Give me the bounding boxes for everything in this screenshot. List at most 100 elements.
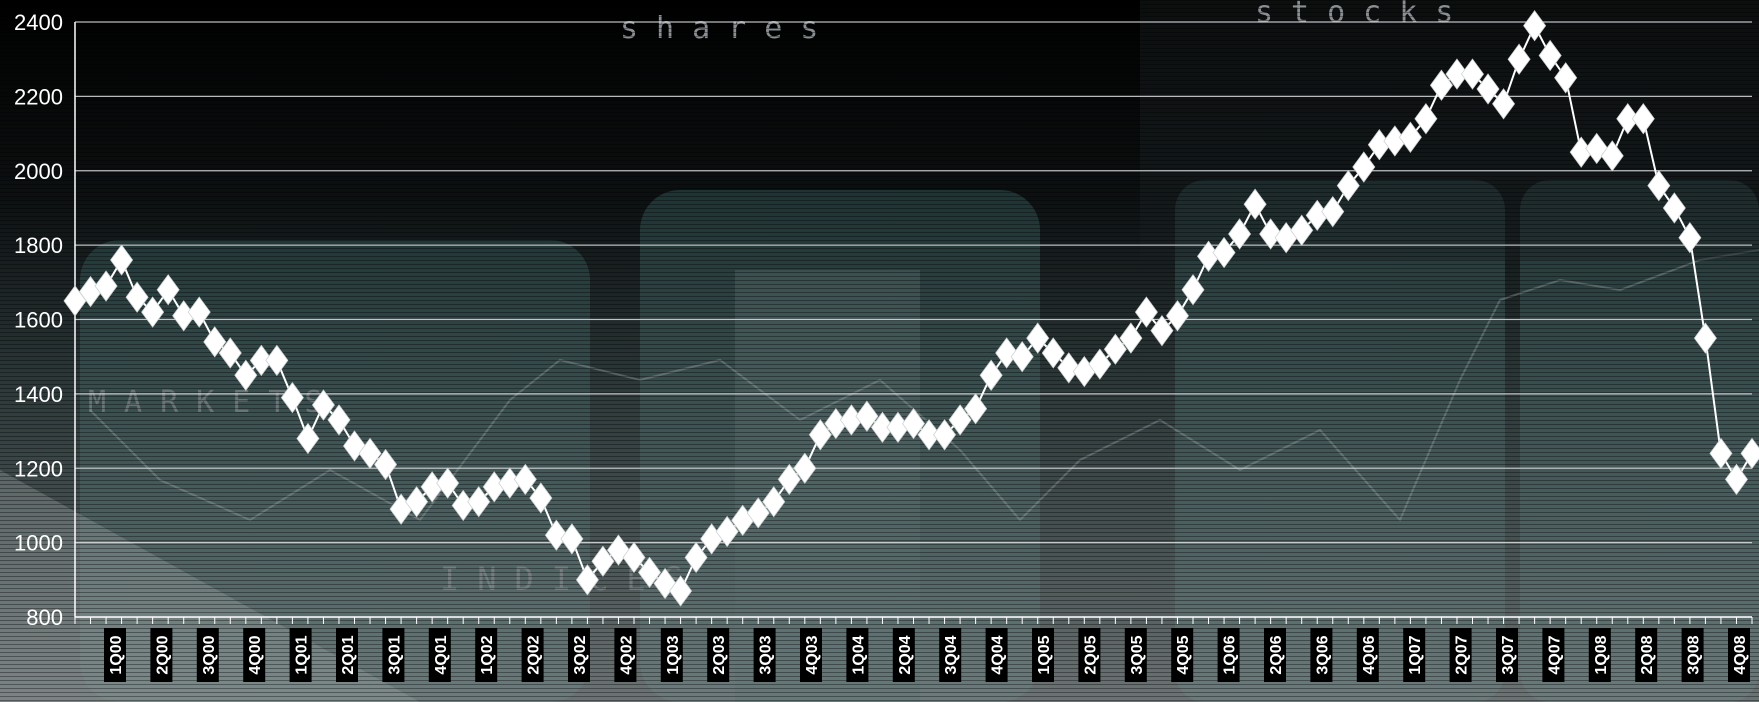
data-point-marker [1103, 333, 1127, 365]
x-tick-label-box [382, 628, 405, 682]
data-point-marker [234, 359, 258, 391]
x-tick-label-box [1542, 628, 1565, 682]
data-point-marker [575, 564, 599, 596]
data-point-marker [1693, 322, 1717, 354]
x-tick-label-box [475, 628, 498, 682]
data-point-marker [311, 389, 335, 421]
x-tick-label: 2Q08 [1639, 635, 1656, 674]
data-point-marker [544, 519, 568, 551]
x-tick-label-box [1217, 628, 1240, 682]
x-tick-label-group: 4Q07 [1542, 628, 1565, 682]
x-tick-label: 3Q02 [572, 635, 589, 674]
x-tick-label-group: 2Q04 [892, 628, 915, 682]
data-point-marker [1336, 169, 1360, 202]
y-axis-ticks: 800 1000 1200 1400 1600 1800 2000 2200 2400 [14, 10, 63, 630]
x-tick-label-group: 3Q08 [1681, 628, 1704, 682]
x-tick-label: 3Q00 [201, 635, 218, 674]
data-point-marker [141, 296, 165, 328]
data-point-marker [1321, 195, 1345, 228]
data-point-marker [948, 404, 972, 436]
x-tick-label-group: 1Q05 [1032, 628, 1054, 682]
x-tick-label-group: 2Q05 [1078, 628, 1101, 682]
data-point-marker [110, 244, 134, 276]
x-tick-label: 4Q05 [1175, 635, 1192, 674]
x-tick-label: 1Q07 [1407, 635, 1424, 674]
x-tick-label-group: 4Q06 [1356, 628, 1379, 682]
data-point-marker [1631, 103, 1655, 135]
x-tick-label: 3Q04 [943, 635, 960, 674]
data-point-marker [467, 486, 491, 518]
x-tick-label: 2Q01 [340, 635, 357, 674]
x-tick-label-group: 1Q01 [289, 628, 312, 682]
x-tick-label-box [1728, 628, 1750, 682]
x-tick-label-group: 3Q05 [1124, 628, 1147, 682]
x-tick-label-box [939, 628, 962, 682]
x-tick-label-group: 2Q07 [1449, 628, 1472, 682]
data-point-marker [249, 344, 273, 377]
data-point-marker [1554, 62, 1578, 94]
x-tick-label: 2Q06 [1268, 635, 1285, 674]
data-point-marker [1724, 463, 1748, 496]
data-point-marker [1352, 151, 1376, 183]
data-point-marker [1228, 218, 1252, 250]
data-point-marker [777, 463, 801, 496]
x-tick-label: 4Q02 [618, 635, 635, 674]
data-point-marker [1134, 296, 1158, 328]
x-tick-label-box [800, 628, 822, 682]
x-tick-label-box [1264, 628, 1286, 682]
data-point-marker [1165, 300, 1189, 332]
x-tick-label-box [1171, 628, 1194, 682]
data-point-marker [1259, 218, 1283, 250]
x-tick-label: 1Q03 [665, 635, 682, 674]
x-tick-label: 4Q04 [990, 635, 1007, 674]
data-point-marker [1445, 58, 1469, 90]
data-point-marker [1476, 73, 1500, 105]
data-point-marker [513, 463, 537, 496]
x-tick-label-box [985, 628, 1008, 682]
data-point-marker [1010, 341, 1034, 373]
x-tick-label-box [1449, 628, 1472, 682]
x-tick-label-box [521, 628, 544, 682]
x-tick-label-box [846, 628, 869, 682]
x-tick-label-group: 1Q06 [1217, 628, 1240, 682]
data-point-marker [1026, 322, 1050, 354]
data-point-marker [1538, 39, 1562, 72]
data-point-marker [808, 419, 832, 451]
data-point-marker [374, 448, 398, 481]
data-point-marker [1662, 192, 1686, 224]
data-point-marker [1507, 43, 1531, 75]
data-point-marker [1429, 69, 1453, 101]
x-tick-label-group: 2Q03 [707, 628, 730, 682]
x-tick-label: 1Q00 [108, 635, 125, 674]
x-tick-label-group: 1Q02 [475, 628, 498, 682]
x-tick-label: 2Q04 [897, 635, 914, 674]
y-tick-label: 1000 [14, 531, 63, 556]
x-tick-label: 2Q05 [1082, 635, 1099, 674]
x-tick-label-box [1588, 628, 1611, 682]
x-tick-label-group: 1Q03 [660, 628, 683, 682]
x-tick-label: 4Q03 [804, 635, 821, 674]
y-tick-label: 2200 [14, 84, 63, 109]
x-tick-label-group: 3Q01 [382, 628, 405, 682]
data-point-marker [1740, 437, 1759, 470]
x-tick-label-group: 3Q03 [753, 628, 776, 682]
x-tick-label-box [660, 628, 683, 682]
data-point-marker [1290, 214, 1314, 246]
data-point-marker [1523, 10, 1547, 42]
x-tick-label-group: 3Q04 [939, 628, 962, 682]
data-point-marker [1181, 274, 1205, 306]
data-point-marker [684, 541, 708, 574]
x-tick-label-box [150, 628, 173, 682]
data-point-marker [964, 393, 988, 425]
x-tick-label-box [753, 628, 776, 682]
data-point-marker [296, 422, 320, 455]
data-point-marker [638, 556, 662, 589]
series-markers [63, 10, 1759, 607]
x-tick-label-group: 4Q00 [243, 628, 266, 682]
x-tick-label-box [336, 628, 358, 682]
data-point-marker [358, 437, 382, 470]
data-point-marker [218, 337, 242, 369]
x-tick-label-box [428, 628, 451, 682]
